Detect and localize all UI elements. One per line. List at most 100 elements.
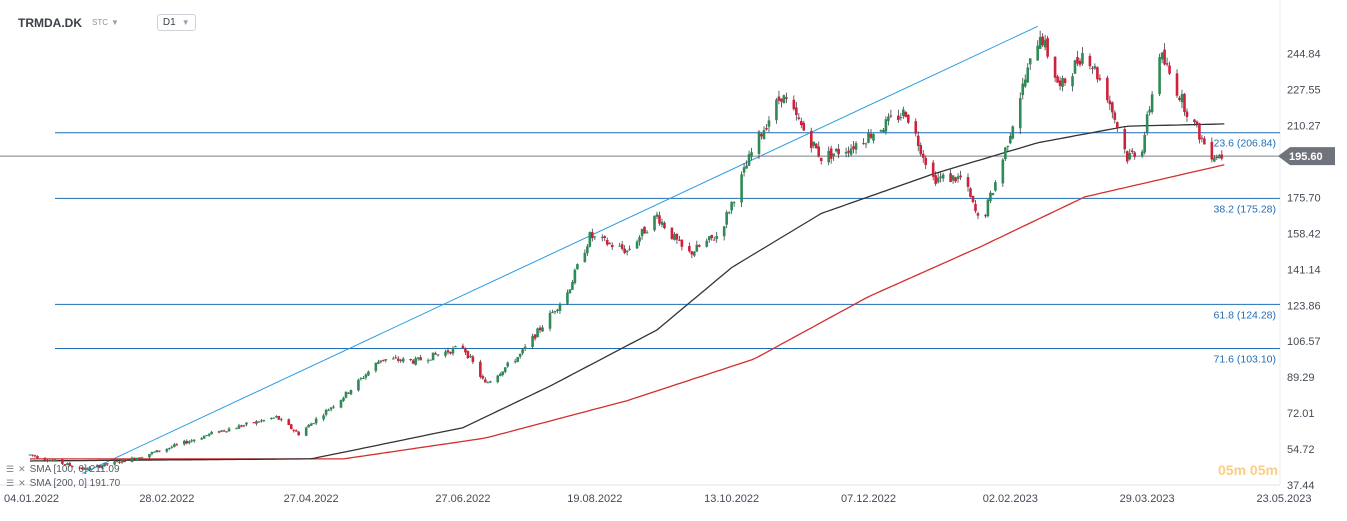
candle-body [864, 143, 868, 145]
candle-body [484, 379, 487, 383]
candle-body [207, 433, 211, 436]
candle-body [349, 389, 353, 395]
candle-body [986, 199, 990, 217]
candle-body [610, 244, 614, 248]
candle-body [314, 418, 318, 424]
candle-body [1143, 134, 1146, 153]
candle-body [1140, 151, 1144, 157]
candle-body [1063, 78, 1067, 84]
candle-body [832, 153, 835, 157]
candle-body [1128, 153, 1132, 160]
candle-body [939, 176, 942, 178]
candle-body [187, 441, 191, 444]
candle-body [655, 214, 659, 217]
candle-body [461, 345, 465, 348]
candle-body [63, 464, 67, 466]
x-tick-label: 29.03.2023 [1120, 493, 1175, 505]
candle-body [1175, 73, 1179, 96]
candle-body [287, 419, 291, 426]
candle-body [984, 215, 987, 217]
candle-body [1076, 57, 1079, 64]
candle-body [138, 457, 141, 459]
candle-body [1043, 39, 1047, 48]
candle-body [506, 362, 510, 367]
close-icon[interactable]: ✕ [18, 478, 26, 488]
candle-body [588, 232, 592, 247]
candle-body [1001, 159, 1005, 184]
candle-body [556, 309, 559, 312]
candle-body [732, 202, 736, 204]
fib-level-label: 61.8 (124.28) [1214, 309, 1276, 321]
candle-body [760, 133, 763, 137]
candle-body [919, 145, 923, 155]
symbol-label[interactable]: TRMDA.DK [18, 15, 82, 30]
indicator-sma100[interactable]: ☰ ✕ SMA [100, 0] 211.09 [6, 464, 120, 475]
candle-body [327, 409, 330, 411]
chart-header: TRMDA.DK STC ▼ D1 ▼ [18, 14, 196, 31]
candle-body [1113, 112, 1117, 120]
market-label: STC [92, 18, 108, 27]
candle-body [745, 165, 748, 169]
candle-body [451, 347, 455, 354]
candle-body [409, 358, 412, 361]
timeframe-selector[interactable]: D1 ▼ [156, 14, 196, 31]
candle-body [566, 292, 569, 304]
indicator-label: SMA [100, 0] 211.09 [29, 464, 120, 475]
candle-body [501, 371, 505, 375]
candle-body [332, 406, 335, 408]
candle-body [185, 440, 189, 444]
candle-body [312, 423, 315, 425]
menu-icon[interactable]: ☰ [6, 478, 15, 488]
y-tick-label: 54.72 [1287, 444, 1315, 456]
candle-body [227, 428, 231, 432]
candle-body [148, 453, 151, 458]
close-icon[interactable]: ✕ [18, 464, 26, 474]
candle-body [297, 431, 301, 436]
candle-body [1023, 79, 1027, 87]
candle-body [792, 99, 796, 110]
y-tick-label: 72.01 [1287, 408, 1315, 420]
trendline [82, 25, 1038, 474]
candle-body [1165, 63, 1169, 65]
candle-body [130, 457, 134, 463]
candle-body [740, 174, 743, 203]
candle-body [1160, 52, 1164, 60]
candle-body [339, 399, 343, 408]
candle-body [695, 244, 699, 252]
candle-body [712, 239, 716, 241]
candle-body [1093, 66, 1097, 69]
candle-body [730, 201, 733, 211]
candle-body [1218, 155, 1221, 159]
candle-body [103, 463, 106, 467]
menu-icon[interactable]: ☰ [6, 464, 15, 474]
market-selector[interactable]: STC ▼ [92, 18, 119, 27]
candle-body [260, 420, 263, 422]
candle-body [795, 107, 798, 116]
timeframe-label: D1 [162, 17, 176, 28]
candle-body [934, 175, 937, 184]
candle-body [150, 452, 154, 455]
candle-body [827, 150, 830, 163]
indicator-sma200[interactable]: ☰ ✕ SMA [200, 0] 191.70 [6, 478, 120, 489]
candle-body [322, 415, 325, 420]
candle-body [1046, 38, 1049, 57]
candle-body [113, 461, 116, 465]
candle-body [262, 419, 266, 421]
candle-body [382, 359, 385, 361]
candle-body [205, 435, 208, 437]
candle-body [344, 391, 348, 398]
x-tick-label: 13.10.2022 [704, 493, 759, 505]
candle-body [800, 120, 803, 126]
candle-body [780, 98, 783, 102]
candle-body [586, 246, 589, 254]
candle-body [454, 346, 457, 348]
candle-body [1210, 141, 1214, 160]
candle-body [707, 236, 711, 241]
candle-body [1163, 49, 1166, 65]
candle-body [70, 466, 74, 468]
candle-body [416, 357, 420, 359]
candle-body [419, 357, 422, 361]
candle-body [884, 119, 888, 132]
